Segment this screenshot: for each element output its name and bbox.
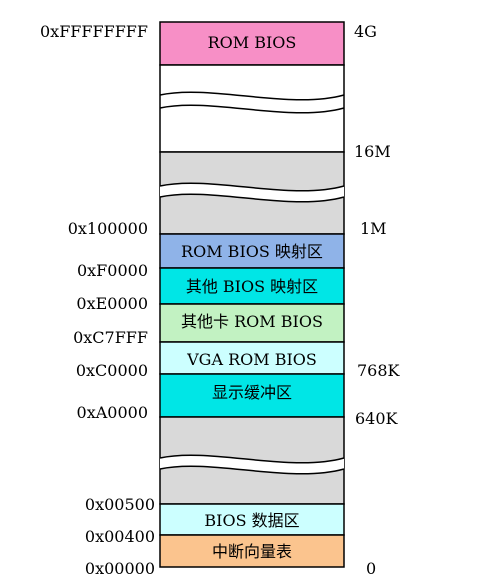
address-00500: 0x00500 [85, 495, 155, 514]
size-1m: 1M [360, 219, 387, 238]
region-rom-bios-map [159, 233, 345, 269]
address-c7fff: 0xC7FFF [73, 328, 148, 347]
region-interrupt-vector-table [159, 534, 345, 568]
size-768k: 768K [357, 361, 401, 380]
region-other-card-rom-label: 其他卡 ROM BIOS [181, 312, 323, 331]
address-a0000: 0xA0000 [77, 403, 148, 422]
region-other-bios-map [159, 267, 345, 305]
region-rom-bios-top [159, 21, 345, 66]
address-00400: 0x00400 [85, 527, 155, 546]
break-mark-upper-2 [159, 104, 345, 114]
break-mark-low [159, 454, 345, 464]
break-mark-mid [159, 182, 345, 192]
break-mark-low-2 [159, 465, 345, 475]
region-rom-bios-top-label: ROM BIOS [208, 33, 297, 52]
region-vga-rom-bios [159, 341, 345, 375]
region-gap-high [159, 64, 345, 153]
region-rom-bios-map-label: ROM BIOS 映射区 [181, 242, 323, 261]
size-640k: 640K [355, 409, 399, 428]
break-band-low [160, 455, 344, 474]
address-100000: 0x100000 [68, 219, 148, 238]
region-interrupt-vector-table-label: 中断向量表 [212, 542, 292, 561]
size-0: 0 [366, 559, 376, 578]
region-display-buffer-label: 显示缓冲区 [212, 383, 292, 402]
region-display-buffer [159, 373, 345, 418]
size-16m: 16M [354, 142, 391, 161]
region-bios-data-label: BIOS 数据区 [204, 511, 299, 530]
region-other-card-rom [159, 303, 345, 343]
region-vga-rom-bios-label: VGA ROM BIOS [186, 350, 317, 369]
address-e0000: 0xE0000 [76, 294, 148, 313]
address-c0000: 0xC0000 [76, 361, 148, 380]
region-other-bios-map-label: 其他 BIOS 映射区 [186, 277, 318, 296]
address-ffffffff: 0xFFFFFFFF [40, 22, 148, 41]
break-mark-upper [159, 91, 345, 101]
size-4g: 4G [354, 22, 377, 41]
address-f0000: 0xF0000 [77, 261, 148, 280]
address-00000: 0x00000 [85, 559, 155, 578]
break-mark-mid-2 [159, 193, 345, 203]
break-band-mid [160, 183, 344, 202]
